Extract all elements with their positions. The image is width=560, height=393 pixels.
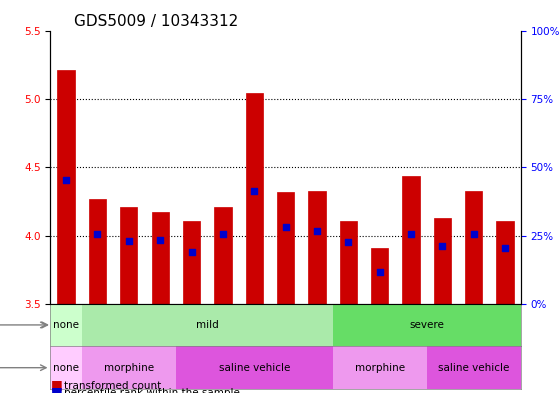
Point (469, 231, 478, 237)
Bar (246, 93, 263, 303)
Bar (152, 212, 169, 303)
Text: percentile rank within the sample: percentile rank within the sample (64, 388, 240, 393)
Point (250, 187, 259, 194)
Bar (176, 346, 333, 389)
Point (281, 224, 290, 231)
Bar (277, 192, 294, 303)
Bar (333, 303, 521, 346)
Bar (183, 220, 200, 303)
Text: transformed count: transformed count (64, 381, 162, 391)
Text: saline vehicle: saline vehicle (438, 363, 510, 373)
Point (93, 231, 102, 237)
Bar (50, 346, 82, 389)
Text: none: none (53, 320, 79, 330)
Bar (434, 218, 451, 303)
Point (438, 243, 447, 250)
Point (124, 238, 133, 244)
Bar (120, 207, 137, 303)
Point (187, 249, 196, 255)
Bar (82, 346, 176, 389)
Point (312, 228, 321, 235)
Bar (427, 346, 521, 389)
Bar (403, 176, 419, 303)
Text: GDS5009 / 10343312: GDS5009 / 10343312 (74, 14, 238, 29)
Text: severe: severe (409, 320, 444, 330)
Bar (465, 191, 482, 303)
Point (375, 269, 384, 275)
Point (62, 176, 71, 183)
Text: mild: mild (196, 320, 218, 330)
Bar (340, 220, 357, 303)
Point (407, 231, 416, 237)
Bar (309, 191, 325, 303)
Bar (50, 303, 82, 346)
Bar (497, 220, 514, 303)
Bar (58, 70, 74, 303)
Bar (371, 248, 388, 303)
Text: ■: ■ (50, 378, 62, 391)
Bar (89, 199, 106, 303)
Point (156, 237, 165, 243)
Point (501, 244, 510, 251)
Text: none: none (53, 363, 79, 373)
Point (344, 239, 353, 246)
Point (218, 231, 227, 237)
Bar (82, 303, 333, 346)
Text: ■: ■ (50, 385, 62, 393)
Bar (333, 346, 427, 389)
Text: morphine: morphine (354, 363, 405, 373)
Text: saline vehicle: saline vehicle (218, 363, 290, 373)
Bar (214, 207, 231, 303)
Text: morphine: morphine (104, 363, 154, 373)
